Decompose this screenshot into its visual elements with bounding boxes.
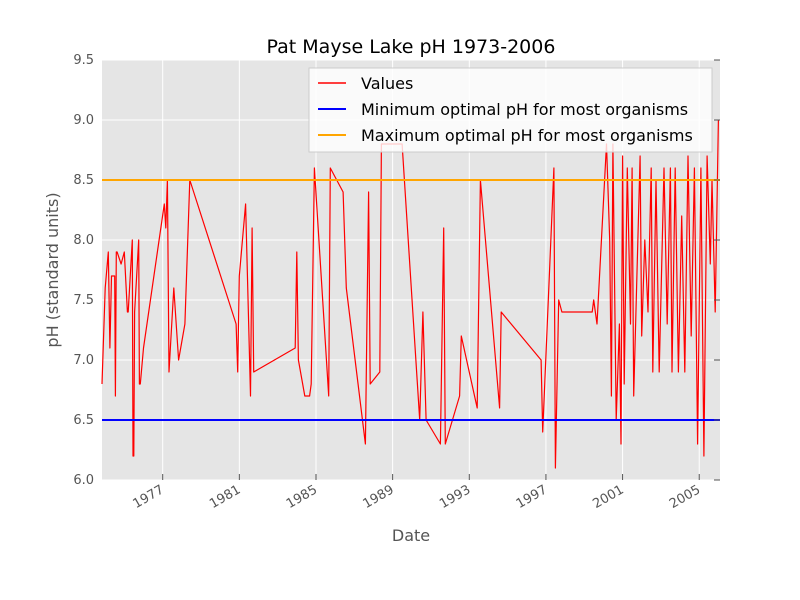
y-axis-label: pH (standard units) xyxy=(43,192,62,347)
series-layer xyxy=(101,119,720,469)
y-tick-label: 6.5 xyxy=(73,413,94,428)
legend-label-values: Values xyxy=(361,74,413,93)
y-tick-label: 7.0 xyxy=(73,353,94,368)
y-tick-label: 6.0 xyxy=(73,473,94,488)
series-line-values xyxy=(101,119,719,469)
x-axis-label: Date xyxy=(392,526,430,545)
y-tick-label: 8.0 xyxy=(73,233,94,248)
legend-label-minimum: Minimum optimal pH for most organisms xyxy=(361,100,688,119)
y-tick-label: 9.0 xyxy=(73,113,94,128)
y-tick-label: 8.5 xyxy=(73,173,94,188)
y-tick-label: 9.5 xyxy=(73,53,94,68)
y-tick-label: 7.5 xyxy=(73,293,94,308)
legend-label-maximum: Maximum optimal pH for most organisms xyxy=(361,126,693,145)
legend: Values Minimum optimal pH for most organ… xyxy=(308,67,713,153)
chart-title: Pat Mayse Lake pH 1973-2006 xyxy=(267,36,556,58)
legend-box xyxy=(308,67,713,153)
